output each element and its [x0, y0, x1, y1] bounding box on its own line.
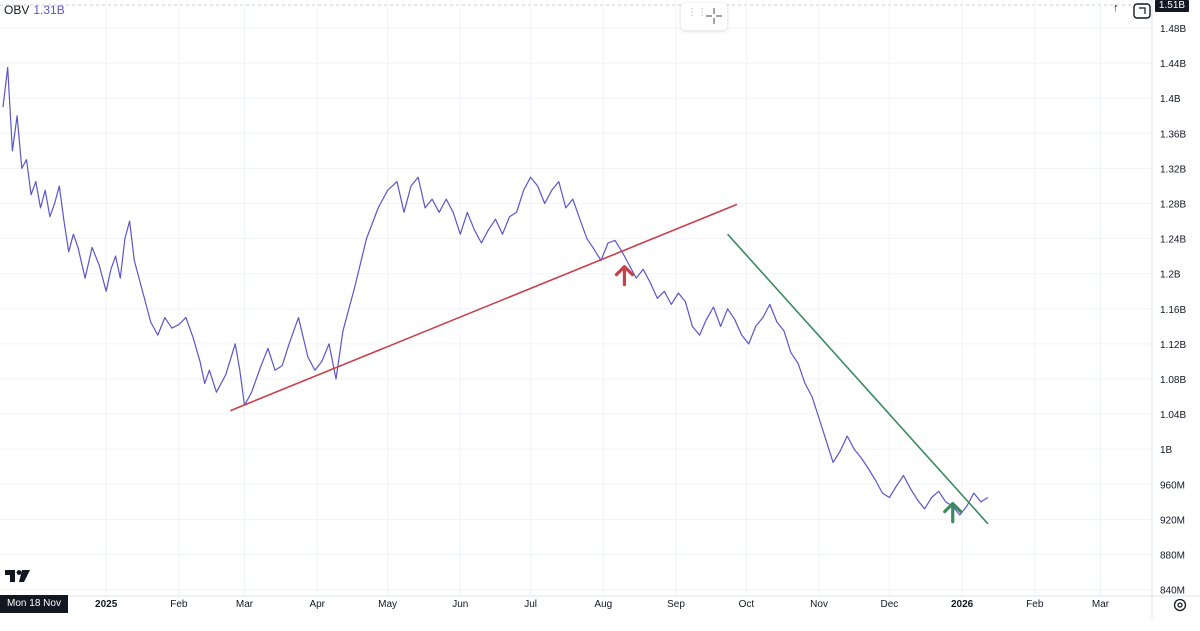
- arrow-up-icon: [614, 265, 635, 287]
- x-tick-label: Mar: [1092, 599, 1110, 610]
- x-tick-label: 2025: [95, 599, 118, 610]
- trendline[interactable]: [727, 233, 989, 525]
- y-tick-label: 1.32B: [1160, 164, 1186, 175]
- y-tick-label: 1.12B: [1160, 340, 1186, 351]
- trendline[interactable]: [230, 203, 738, 412]
- y-tick-label: 1.28B: [1160, 200, 1186, 211]
- y-tick-label: 1.08B: [1160, 375, 1186, 386]
- y-tick-label: 960M: [1160, 480, 1185, 491]
- x-tick-label: Nov: [810, 599, 828, 610]
- y-tick-label: 1.2B: [1160, 270, 1181, 281]
- x-tick-label: May: [378, 599, 397, 610]
- x-tick-label: Apr: [309, 599, 325, 610]
- tradingview-logo[interactable]: [5, 568, 31, 582]
- scale-mode-icon[interactable]: [1132, 2, 1152, 20]
- obv-series-line[interactable]: [2, 66, 989, 516]
- floating-toolbar[interactable]: ⋮⋮: [681, 3, 727, 30]
- y-tick-label: 1.24B: [1160, 235, 1186, 246]
- x-tick-label: Dec: [881, 599, 899, 610]
- y-tick-label: 1.16B: [1160, 305, 1186, 316]
- y-tick-label: 880M: [1160, 551, 1185, 562]
- x-tick-label: Sep: [667, 599, 685, 610]
- last-value-tag: 1.51B: [1155, 0, 1189, 12]
- gear-icon[interactable]: [1172, 597, 1188, 613]
- y-tick-label: 1B: [1160, 445, 1173, 456]
- indicator-value: 1.31B: [33, 3, 65, 17]
- x-tick-label: Oct: [739, 599, 755, 610]
- arrow-up-icon: [943, 502, 963, 524]
- y-tick-label: 840M: [1160, 586, 1185, 597]
- x-tick-label: 2026: [951, 599, 974, 610]
- x-tick-label: Jul: [524, 599, 537, 610]
- x-tick-label: Jun: [452, 599, 468, 610]
- crosshair-icon[interactable]: [705, 7, 723, 25]
- indicator-legend[interactable]: OBV 1.31B: [4, 3, 65, 17]
- chart-canvas[interactable]: 1.48B 1.44B 1.4B 1.36B 1.32B 1.28B 1.24B 1.2B 1.…: [0, 0, 1200, 618]
- y-tick-label: 1.04B: [1160, 410, 1186, 421]
- y-tick-label: 1.4B: [1160, 94, 1181, 105]
- x-tick-label: Aug: [594, 599, 612, 610]
- x-tick-label: Feb: [170, 599, 188, 610]
- drag-handle-icon[interactable]: ⋮⋮: [687, 7, 707, 18]
- x-tick-label: Feb: [1026, 599, 1044, 610]
- y-tick-label: 1.36B: [1160, 129, 1186, 140]
- crosshair-date-label: Mon 18 Nov '24: [0, 595, 68, 627]
- arrow-up-icon[interactable]: ↑: [1113, 2, 1119, 14]
- indicator-name: OBV: [4, 3, 30, 17]
- y-tick-label: 1.48B: [1160, 24, 1186, 35]
- y-tick-label: 1.44B: [1160, 59, 1186, 70]
- y-tick-label: 920M: [1160, 515, 1185, 526]
- x-tick-label: Mar: [236, 599, 254, 610]
